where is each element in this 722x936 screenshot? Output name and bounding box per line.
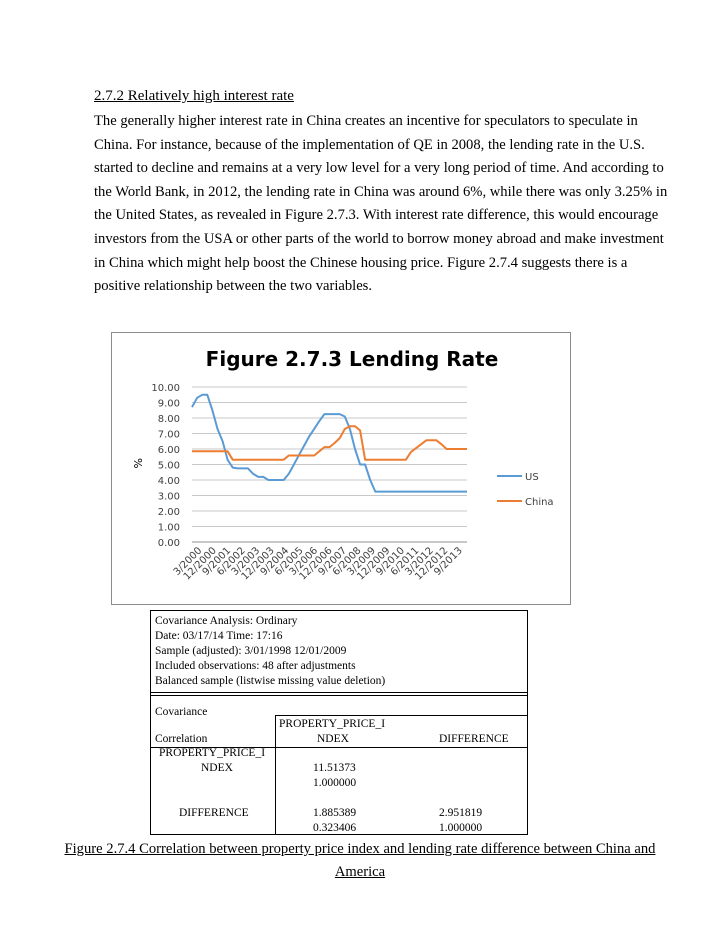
column-rule	[275, 715, 276, 747]
y-tick-label: 5.00	[158, 461, 180, 472]
row1-correlation: 1.000000	[313, 777, 357, 789]
x-axis-ticks: 3/200012/20009/20016/20023/200312/20039/…	[172, 545, 465, 582]
chart-svg: Figure 2.7.3 Lending Rate % 0.00 1.00 2.00…	[132, 347, 554, 582]
y-tick-label: 4.00	[158, 476, 180, 487]
y-tick-label: 7.00	[158, 430, 180, 441]
col1-header: PROPERTY_PRICE_I	[279, 718, 386, 730]
header-line: Balanced sample (listwise missing value …	[155, 675, 386, 687]
section-heading: 2.7.2 Relatively high interest rate	[94, 88, 294, 104]
y-tick-label: 8.00	[158, 414, 180, 425]
figure-caption: Figure 2.7.4 Correlation between propert…	[10, 838, 710, 884]
row2-label: DIFFERENCE	[179, 807, 249, 819]
header-line: Included observations: 48 after adjustme…	[155, 660, 356, 672]
row2-covariance: 1.885389	[313, 807, 357, 819]
col1-header-cont: NDEX	[317, 733, 349, 745]
divider	[151, 695, 527, 696]
row1-covariance: 11.51373	[313, 762, 356, 774]
header-top-rule	[275, 715, 527, 716]
body-paragraph: The generally higher interest rate in Ch…	[94, 113, 668, 295]
y-axis-label: %	[132, 458, 145, 468]
header-line: Sample (adjusted): 3/01/1998 12/01/2009	[155, 645, 347, 657]
y-tick-label: 9.00	[158, 399, 180, 410]
y-tick-label: 0.00	[158, 538, 180, 549]
correlation-label: Correlation	[155, 733, 208, 745]
header-bottom-rule	[151, 747, 527, 748]
legend-label: US	[525, 472, 539, 483]
y-tick-label: 6.00	[158, 445, 180, 456]
y-tick-label: 1.00	[158, 523, 180, 534]
row2-covariance-2: 2.951819	[439, 807, 483, 819]
lending-rate-chart: Figure 2.7.3 Lending Rate % 0.00 1.00 2.00…	[111, 332, 571, 605]
row1-label-cont: NDEX	[201, 762, 233, 774]
y-tick-label: 3.00	[158, 492, 180, 503]
covariance-header: Covariance Analysis: Ordinary Date: 03/1…	[155, 614, 385, 689]
y-tick-label: 10.00	[151, 383, 180, 394]
legend-label: China	[525, 497, 554, 508]
row-label-rule	[275, 747, 276, 834]
row1-label: PROPERTY_PRICE_I	[159, 747, 266, 759]
header-line: Date: 03/17/14 Time: 17:16	[155, 630, 283, 642]
chart-legend: US China	[497, 472, 554, 508]
y-tick-label: 2.00	[158, 507, 180, 518]
caption-line-1: Figure 2.7.4 Correlation between propert…	[64, 841, 656, 857]
chart-series	[191, 393, 467, 493]
covariance-label: Covariance	[155, 706, 208, 718]
row2-correlation: 0.323406	[313, 822, 357, 834]
col2-header: DIFFERENCE	[439, 733, 509, 745]
series-line-us	[191, 393, 467, 493]
series-line-china	[192, 425, 467, 461]
covariance-table: Covariance Analysis: Ordinary Date: 03/1…	[150, 610, 528, 835]
row2-correlation-2: 1.000000	[439, 822, 483, 834]
divider	[151, 692, 527, 693]
chart-grid	[192, 386, 467, 543]
header-line: Covariance Analysis: Ordinary	[155, 615, 298, 627]
y-axis-ticks: 0.00 1.00 2.00 3.00 4.00 5.00 6.00 7.00 8.00 9.00…	[151, 383, 180, 549]
chart-title: Figure 2.7.3 Lending Rate	[206, 347, 499, 371]
caption-line-2: America	[334, 864, 386, 880]
